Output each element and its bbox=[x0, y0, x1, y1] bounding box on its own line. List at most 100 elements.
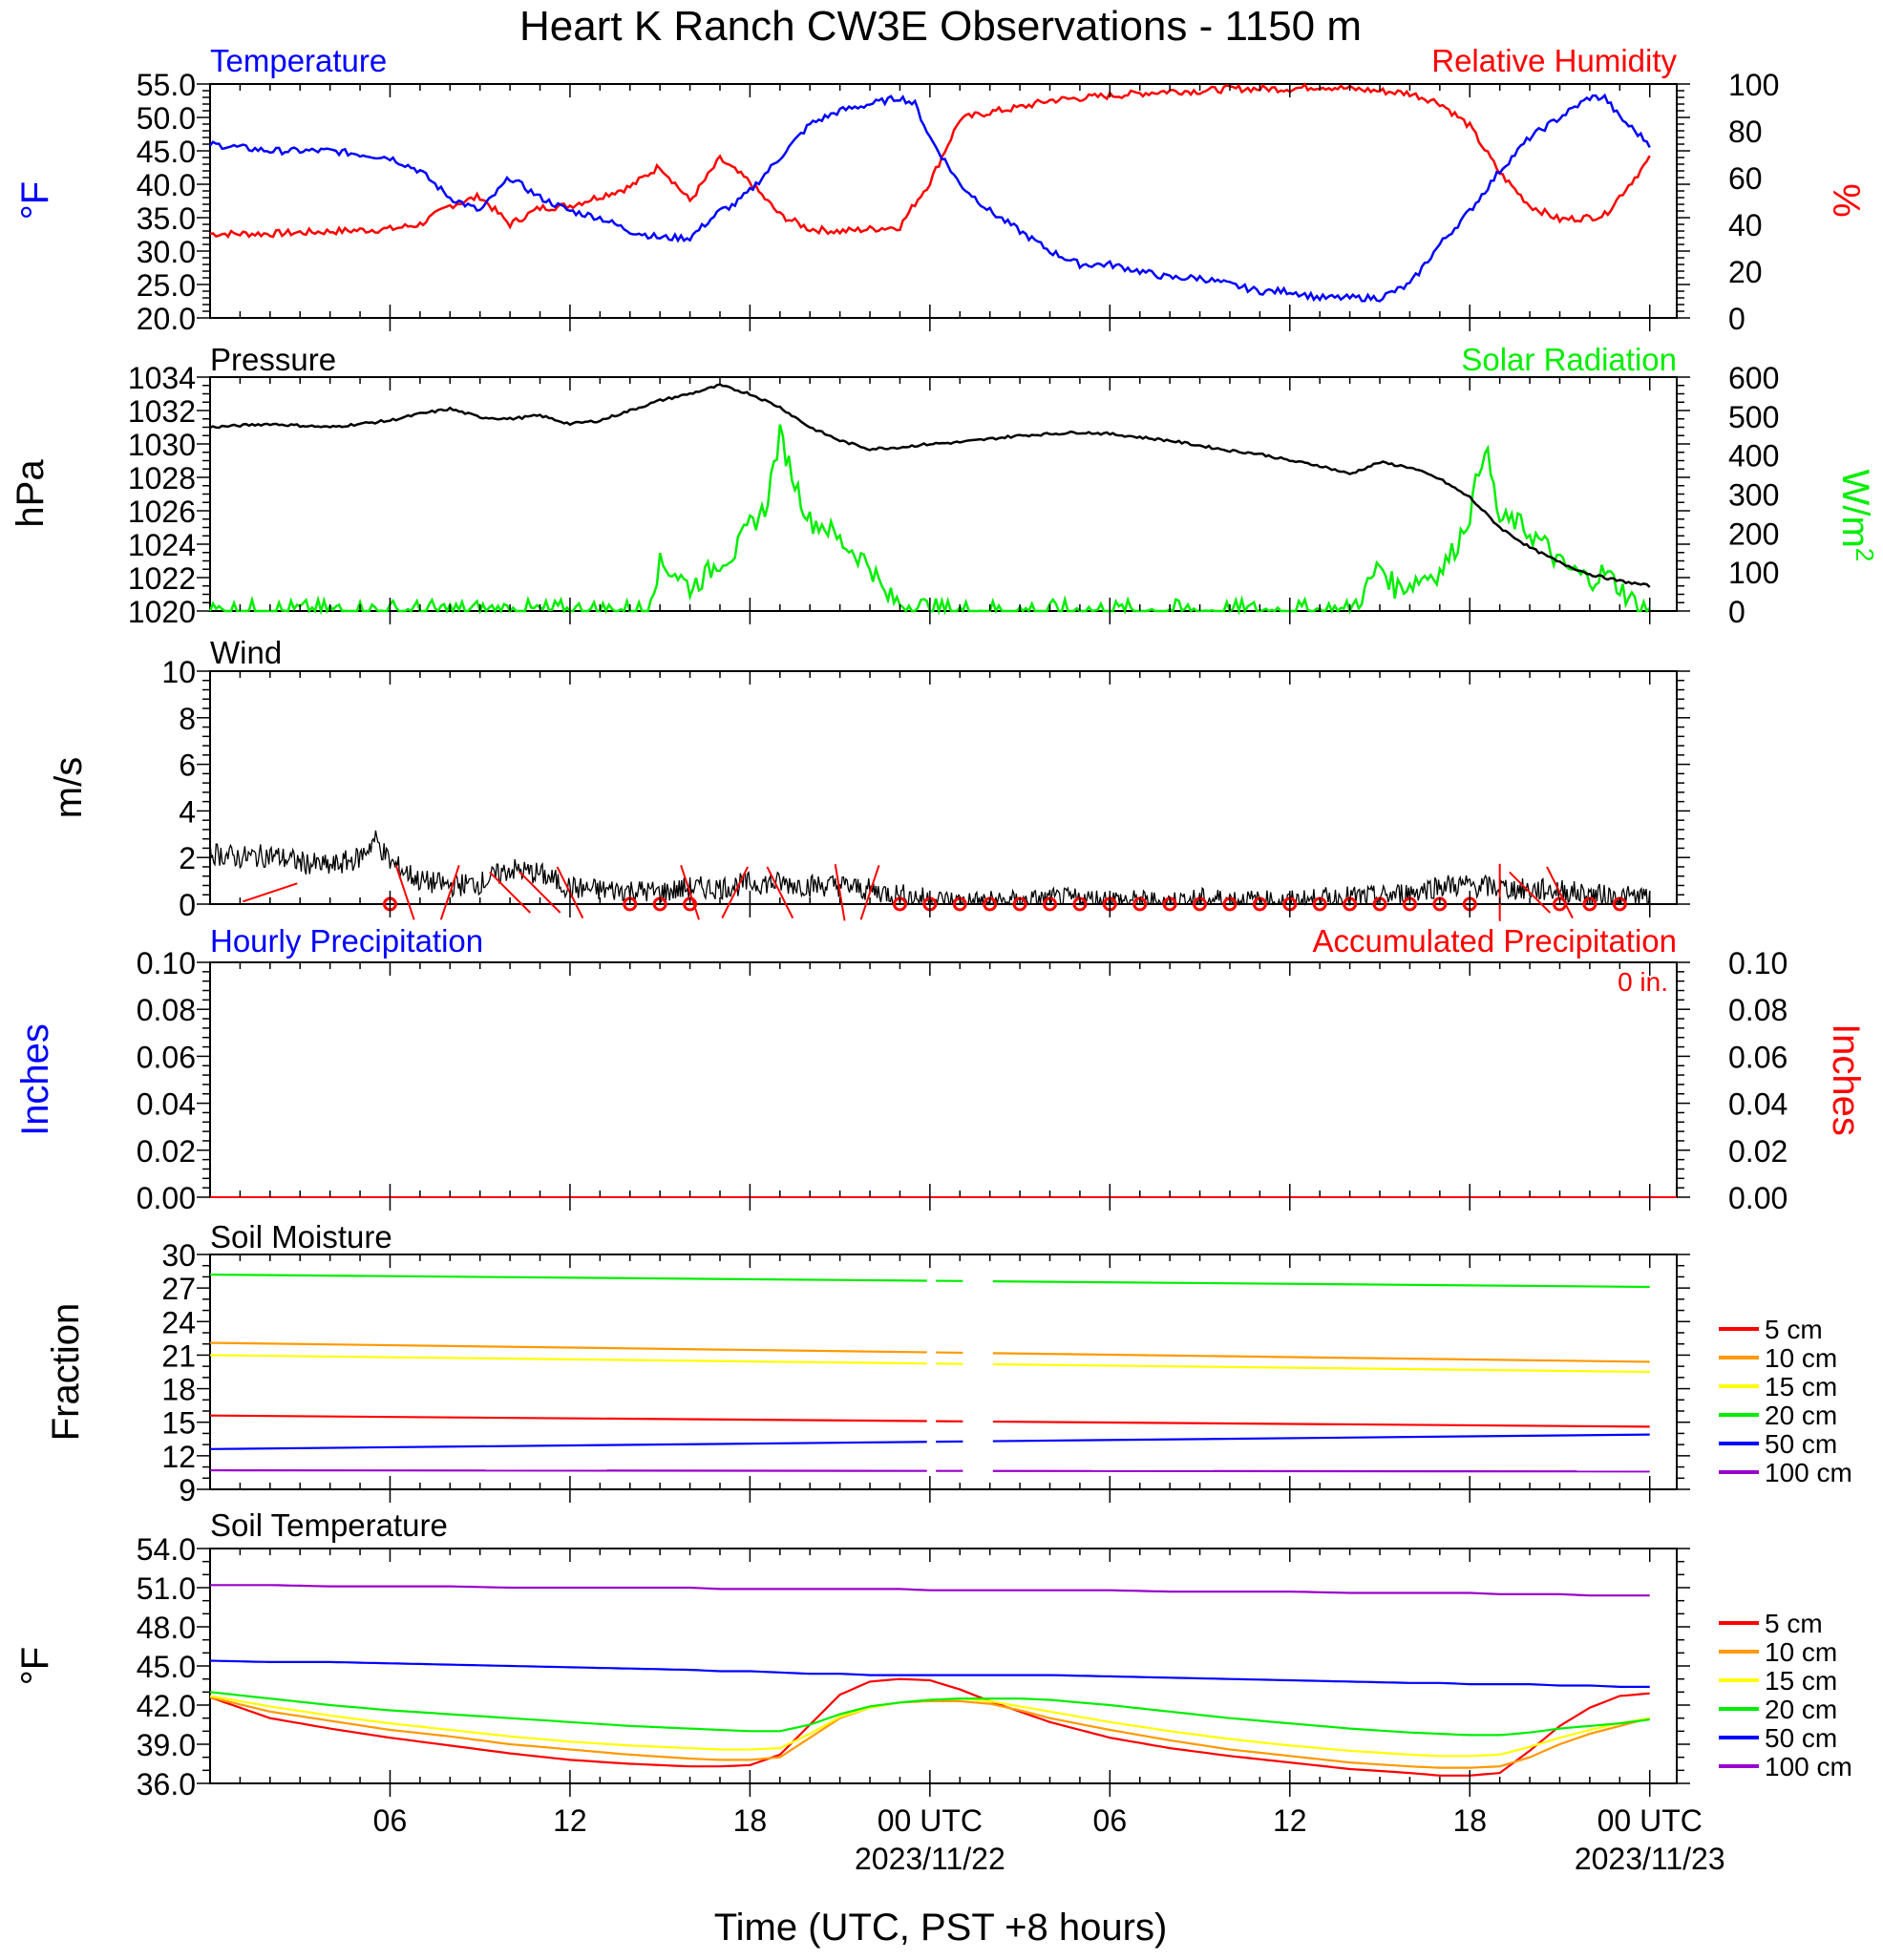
soil-moisture-plot-frame bbox=[209, 1254, 1678, 1490]
y2-tick-label: 400 bbox=[1728, 439, 1779, 474]
wind-barb bbox=[1529, 892, 1552, 914]
wind-barb bbox=[509, 892, 532, 914]
temperature-title: Temperature bbox=[210, 43, 387, 78]
temperature-ticks: 55.050.045.040.035.030.025.020.0 bbox=[137, 68, 1690, 336]
soil-temperature-line bbox=[209, 1691, 1650, 1737]
wind-barb bbox=[859, 892, 871, 920]
solar-unit: W/m2 bbox=[1834, 470, 1879, 562]
legend-label: 100 cm bbox=[1765, 1752, 1852, 1781]
y2-tick-label: 600 bbox=[1728, 361, 1779, 395]
legend-label: 10 cm bbox=[1765, 1637, 1837, 1667]
soil-temperature-line bbox=[209, 1696, 1650, 1769]
wind-barb bbox=[489, 871, 511, 894]
temp-humidity-series bbox=[209, 82, 1651, 303]
soil-temperature-line bbox=[210, 1584, 1650, 1597]
y-tick-label: 24 bbox=[161, 1305, 196, 1339]
soil-temperature-line bbox=[209, 1659, 1650, 1688]
wind-barb bbox=[766, 866, 781, 894]
y-tick-label: 30 bbox=[161, 1238, 196, 1273]
soil-temperature-series bbox=[209, 1584, 1650, 1777]
x-axis-label: Time (UTC, PST +8 hours) bbox=[714, 1907, 1168, 1949]
y-tick-label: 10 bbox=[161, 655, 196, 689]
solar-unit-base: W/m bbox=[1834, 470, 1876, 548]
y-tick-label: 21 bbox=[161, 1338, 196, 1373]
y-tick-label: 55.0 bbox=[137, 68, 196, 102]
y2-tick-label: 80 bbox=[1728, 115, 1763, 149]
y-tick-label: 0.10 bbox=[137, 946, 196, 980]
hourly-precip-title: Hourly Precipitation bbox=[210, 923, 483, 959]
wind-barb bbox=[778, 892, 794, 919]
y-tick-label: 1026 bbox=[128, 495, 196, 529]
y-tick-label: 27 bbox=[161, 1272, 196, 1306]
y-tick-label: 2 bbox=[179, 841, 196, 875]
soil-moisture-line bbox=[209, 1468, 927, 1472]
x-tick-label: 00 UTC bbox=[878, 1803, 983, 1838]
solar-unit-sup: 2 bbox=[1851, 548, 1879, 561]
y-tick-label: 1034 bbox=[128, 361, 196, 395]
y-tick-label: 6 bbox=[179, 748, 196, 783]
y-tick-label: 1020 bbox=[128, 595, 196, 629]
y2-tick-label: 0.10 bbox=[1728, 946, 1788, 980]
wind-barb bbox=[269, 882, 298, 894]
humidity-title: Relative Humidity bbox=[1431, 43, 1677, 78]
soil-moisture-series bbox=[209, 1273, 1650, 1473]
y-tick-label: 36.0 bbox=[137, 1767, 196, 1802]
y2-tick-label: 0 bbox=[1728, 595, 1745, 629]
x-tick-label: 18 bbox=[733, 1803, 768, 1838]
soil-moisture-line bbox=[209, 1354, 927, 1365]
y-tick-label: 51.0 bbox=[137, 1571, 196, 1606]
wind-title: Wind bbox=[210, 635, 282, 670]
soil-moisture-line bbox=[992, 1279, 1650, 1289]
temperature-line bbox=[209, 93, 1651, 303]
y2-tick-label: 0.02 bbox=[1728, 1134, 1788, 1169]
soil-temperature-line bbox=[209, 1695, 1650, 1758]
pressure-line bbox=[209, 383, 1651, 588]
humidity-ticks: 100 80 60 40 20 0 bbox=[1728, 68, 1779, 336]
x-date-label: 2023/11/23 bbox=[1575, 1842, 1725, 1876]
legend-label: 10 cm bbox=[1765, 1343, 1837, 1373]
y-tick-label: 9 bbox=[179, 1473, 196, 1507]
y-tick-label: 0.06 bbox=[137, 1040, 196, 1074]
y2-tick-label: 0.08 bbox=[1728, 993, 1788, 1027]
y-tick-label: 40.0 bbox=[137, 168, 196, 202]
y2-tick-label: 0.06 bbox=[1728, 1040, 1788, 1074]
soil-moisture-line bbox=[209, 1341, 927, 1354]
y2-tick-label: 40 bbox=[1728, 208, 1763, 242]
temp-humidity-plot-frame bbox=[209, 83, 1678, 319]
y2-tick-label: 100 bbox=[1728, 68, 1779, 102]
wind-plot-frame bbox=[209, 670, 1678, 905]
y-tick-label: 42.0 bbox=[137, 1689, 196, 1723]
wind-panel: Wind m/s 10 8 6 4 2 0 bbox=[48, 635, 1690, 922]
legend-label: 15 cm bbox=[1765, 1666, 1837, 1696]
legend-label: 15 cm bbox=[1765, 1372, 1837, 1402]
y-tick-label: 1032 bbox=[128, 394, 196, 429]
y-tick-label: 0.04 bbox=[137, 1087, 196, 1122]
soil-moisture-line bbox=[209, 1414, 927, 1423]
wind-barb bbox=[680, 865, 691, 894]
soil-moisture-line bbox=[209, 1441, 927, 1450]
x-tick-label: 06 bbox=[373, 1803, 408, 1838]
soil-moisture-line bbox=[992, 1352, 1650, 1363]
temperature-unit: °F bbox=[14, 181, 56, 220]
y2-tick-label: 0.04 bbox=[1728, 1087, 1788, 1122]
pressure-solar-panel: Pressure Solar Radiation hPa W/m2 103410… bbox=[10, 342, 1879, 629]
soil-temperature-plot-frame bbox=[209, 1548, 1678, 1784]
soil-moisture-unit: Fraction bbox=[45, 1303, 87, 1442]
humidity-unit: % bbox=[1825, 183, 1867, 218]
wind-barb bbox=[556, 866, 571, 894]
soil-moisture-title: Soil Moisture bbox=[210, 1219, 392, 1254]
solar-title: Solar Radiation bbox=[1461, 342, 1677, 377]
x-tick-label: 12 bbox=[553, 1803, 587, 1838]
y-tick-label: 1022 bbox=[128, 561, 196, 596]
precip-left-ticks: 0.10 0.08 0.06 0.04 0.02 0.00 bbox=[137, 946, 1690, 1215]
pressure-unit: hPa bbox=[10, 459, 52, 528]
wind-barb bbox=[721, 892, 736, 919]
y-tick-label: 12 bbox=[161, 1440, 196, 1474]
x-tick-label: 18 bbox=[1452, 1803, 1487, 1838]
soil-moisture-line bbox=[992, 1362, 1650, 1374]
